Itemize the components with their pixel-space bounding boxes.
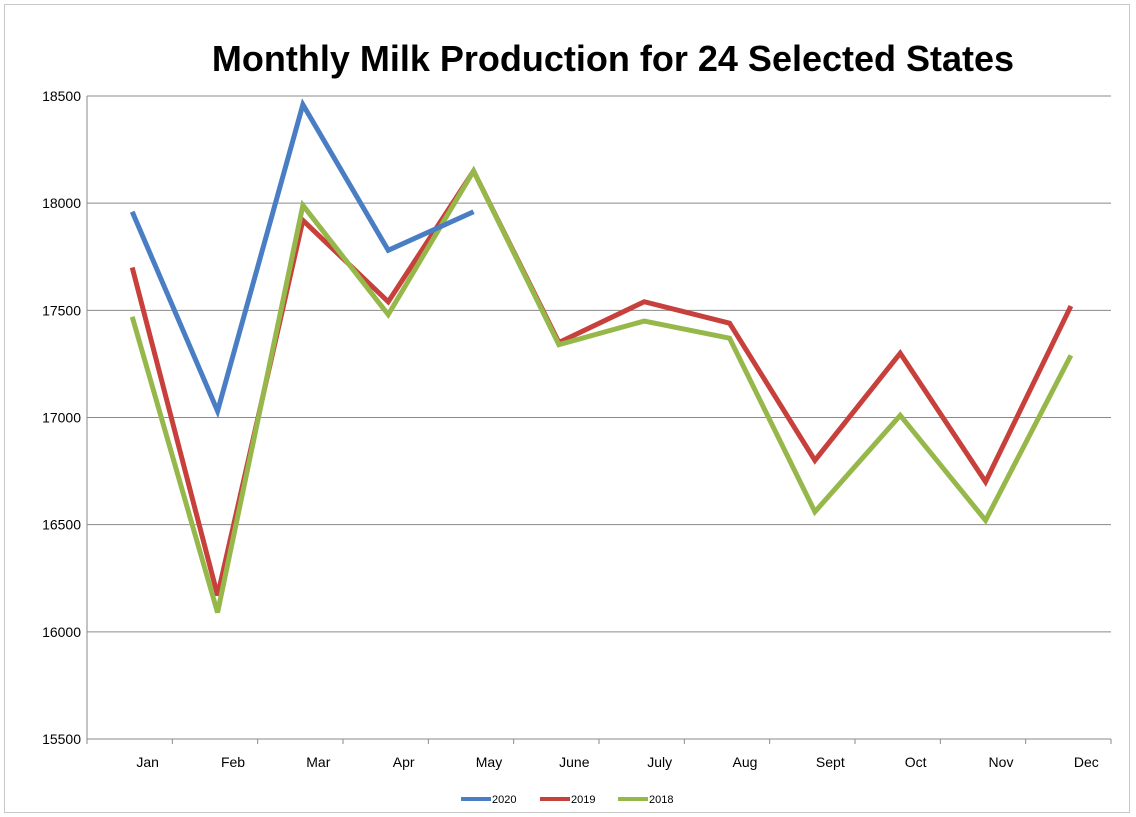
y-tick-label-16000: 16000 xyxy=(42,624,81,640)
x-tick-label-Dec: Dec xyxy=(1074,754,1099,770)
x-tick-label-Sept: Sept xyxy=(816,754,845,770)
y-tick-label-15500: 15500 xyxy=(42,731,81,747)
x-tick-label-Apr: Apr xyxy=(393,754,415,770)
chart-title: Monthly Milk Production for 24 Selected … xyxy=(212,38,1014,79)
x-tick-label-Feb: Feb xyxy=(221,754,245,770)
series-line-2020 xyxy=(129,98,475,419)
x-tick-label-Mar: Mar xyxy=(306,754,330,770)
legend-label-2019: 2019 xyxy=(571,794,595,806)
y-tick-label-16500: 16500 xyxy=(42,517,81,533)
series-line-2019 xyxy=(129,165,1074,597)
x-tick-label-Jan: Jan xyxy=(136,754,159,770)
y-tick-label-18500: 18500 xyxy=(42,88,81,104)
y-tick-label-17500: 17500 xyxy=(42,302,81,318)
x-tick-label-Aug: Aug xyxy=(733,754,758,770)
x-tick-label-Nov: Nov xyxy=(989,754,1014,770)
x-tick-label-June: June xyxy=(559,754,590,770)
x-tick-label-July: July xyxy=(647,754,672,770)
x-tick-label-Oct: Oct xyxy=(905,754,927,770)
legend: 2020 2019 2018 xyxy=(461,794,673,806)
legend-label-2020: 2020 xyxy=(492,794,516,806)
legend-label-2018: 2018 xyxy=(649,794,673,806)
x-tick-label-May: May xyxy=(476,754,502,770)
axes: 15500 16000 16500 17000 17500 18000 18500 Jan Fe… xyxy=(42,88,1112,770)
y-tick-label-17000: 17000 xyxy=(42,410,81,426)
chart-frame: Monthly Milk Production for 24 Selected … xyxy=(4,4,1130,813)
series-line-2018 xyxy=(129,165,1074,614)
y-tick-label-18000: 18000 xyxy=(42,195,81,211)
series-lines xyxy=(129,98,1074,614)
line-chart: Monthly Milk Production for 24 Selected … xyxy=(42,38,1112,806)
gridlines xyxy=(87,95,1111,633)
